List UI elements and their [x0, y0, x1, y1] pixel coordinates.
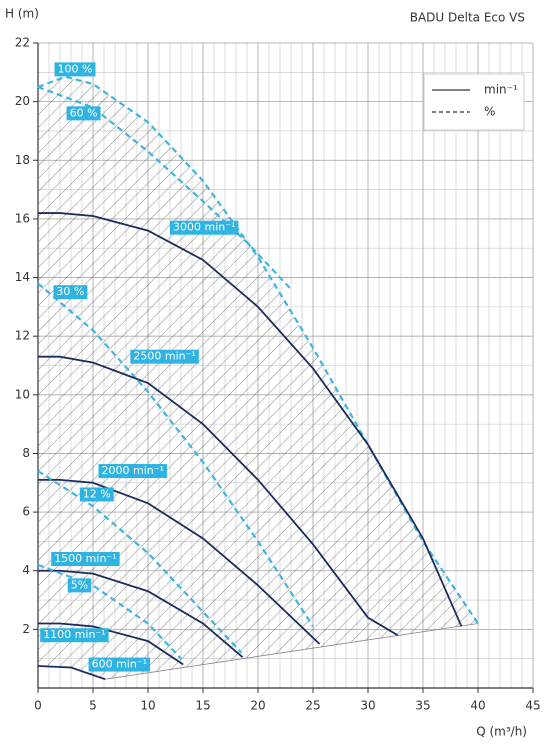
- series-line: [38, 478, 321, 645]
- series-label-text: 100 %: [58, 62, 93, 75]
- series-label-text: 1100 min⁻¹: [43, 628, 105, 641]
- y-tick-label: 20: [15, 94, 30, 108]
- series-line: [38, 622, 184, 666]
- series-label-text: 12 %: [83, 488, 111, 501]
- series-label-text: 5%: [71, 578, 88, 591]
- series-label: 2000 min⁻¹: [98, 464, 167, 479]
- series-label-box: [53, 285, 88, 300]
- series-label-box: [40, 628, 109, 643]
- series-label: 2500 min⁻¹: [130, 349, 199, 364]
- hatched-region: [38, 76, 478, 680]
- y-tick-label: 14: [15, 270, 30, 284]
- y-tick-label: 10: [15, 387, 30, 401]
- series-label-box: [66, 106, 101, 121]
- series-line: [38, 212, 463, 627]
- series-line: [38, 569, 244, 658]
- y-tick-label: 12: [15, 329, 30, 343]
- x-tick-label: 5: [89, 699, 97, 713]
- series-label-box: [51, 552, 120, 566]
- x-tick-label: 0: [34, 699, 42, 713]
- y-tick-label: 22: [15, 36, 30, 50]
- x-tick-label: 30: [360, 699, 375, 713]
- series-label-box: [130, 349, 199, 364]
- y-tick-label: 4: [22, 563, 30, 577]
- y-tick-label: 18: [15, 153, 30, 167]
- x-axis-label: Q (m³/h): [476, 725, 527, 739]
- y-tick-label: 6: [22, 505, 30, 519]
- series-label-box: [67, 578, 92, 593]
- series-label: 1500 min⁻¹: [51, 552, 120, 566]
- chart-title: BADU Delta Eco VS: [410, 11, 525, 25]
- series-line: [37, 282, 314, 628]
- legend-box: [423, 73, 525, 131]
- series-label-text: 3000 min⁻¹: [173, 221, 235, 234]
- series-label-box: [170, 220, 239, 235]
- x-tick-label: 20: [250, 699, 265, 713]
- x-tick-label: 40: [470, 699, 485, 713]
- legend-label: min⁻¹: [484, 83, 518, 97]
- series-line: [37, 85, 292, 291]
- series-label: 100 %: [54, 62, 96, 77]
- x-tick-label: 10: [140, 699, 155, 713]
- series-line: [37, 665, 106, 681]
- x-tick-label: 25: [305, 699, 320, 713]
- series-line: [37, 563, 182, 660]
- y-tick-label: 8: [22, 446, 30, 460]
- series-label-box: [79, 487, 114, 502]
- legend-label: %: [484, 105, 495, 119]
- series-label-box: [54, 62, 96, 77]
- series-label: 3000 min⁻¹: [170, 220, 239, 235]
- series-line: [37, 470, 243, 654]
- region-floor: [105, 623, 479, 680]
- x-tick-label: 15: [195, 699, 210, 713]
- series-label-box: [98, 464, 167, 479]
- x-tick-label: 35: [415, 699, 430, 713]
- series-label: 60 %: [66, 106, 101, 121]
- series-label-text: 60 %: [70, 106, 98, 119]
- y-tick-label: 16: [15, 211, 30, 225]
- series-label-text: 1500 min⁻¹: [54, 552, 116, 565]
- series-label: 600 min⁻¹: [88, 657, 151, 672]
- series-label: 12 %: [79, 487, 114, 502]
- series-label: 30 %: [53, 285, 88, 300]
- x-tick-label: 45: [525, 699, 540, 713]
- series-label: 5%: [67, 578, 92, 593]
- y-axis-label: H (m): [5, 7, 39, 21]
- series-label-text: 600 min⁻¹: [92, 658, 147, 671]
- series-label: 1100 min⁻¹: [40, 628, 109, 643]
- series-line: [38, 355, 399, 637]
- series-label-text: 2500 min⁻¹: [133, 350, 195, 363]
- y-tick-label: 2: [22, 622, 30, 636]
- series-label-text: 30 %: [56, 285, 84, 298]
- series-label-text: 2000 min⁻¹: [102, 464, 164, 477]
- series-label-box: [88, 657, 151, 672]
